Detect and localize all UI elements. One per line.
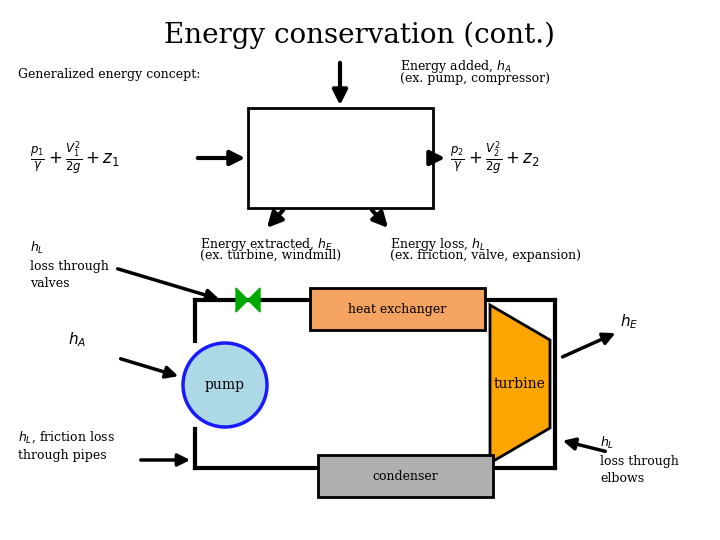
Bar <box>248 108 433 208</box>
Bar <box>310 288 485 330</box>
Bar <box>318 455 493 497</box>
Polygon shape <box>490 305 550 463</box>
Text: (ex. friction, valve, expansion): (ex. friction, valve, expansion) <box>390 249 581 262</box>
Text: $\frac{p_1}{\gamma}+\frac{V_1^2}{2g}+z_1$: $\frac{p_1}{\gamma}+\frac{V_1^2}{2g}+z_1… <box>30 139 120 177</box>
Circle shape <box>183 343 267 427</box>
Polygon shape <box>236 288 248 312</box>
Text: $h_A$: $h_A$ <box>68 330 86 349</box>
Text: $h_L$
loss through
valves: $h_L$ loss through valves <box>30 240 109 290</box>
Text: Generalized energy concept:: Generalized energy concept: <box>18 68 200 81</box>
Text: Energy conservation (cont.): Energy conservation (cont.) <box>164 22 556 49</box>
Text: pump: pump <box>205 378 245 392</box>
Text: $\frac{p_2}{\gamma}+\frac{V_2^2}{2g}+z_2$: $\frac{p_2}{\gamma}+\frac{V_2^2}{2g}+z_2… <box>450 139 540 177</box>
Text: $h_E$: $h_E$ <box>620 313 639 332</box>
Text: heat exchanger: heat exchanger <box>348 302 446 315</box>
Text: $h_L$
loss through
elbows: $h_L$ loss through elbows <box>600 435 679 485</box>
Text: Energy loss, $h_L$: Energy loss, $h_L$ <box>390 236 486 253</box>
Text: condenser: condenser <box>373 469 438 483</box>
Text: $h_L$, friction loss
through pipes: $h_L$, friction loss through pipes <box>18 430 115 462</box>
Text: Energy extracted, $h_E$: Energy extracted, $h_E$ <box>200 236 333 253</box>
Text: (ex. turbine, windmill): (ex. turbine, windmill) <box>200 249 341 262</box>
Text: Energy added, $h_A$: Energy added, $h_A$ <box>400 58 512 75</box>
Polygon shape <box>248 288 260 312</box>
Text: (ex. pump, compressor): (ex. pump, compressor) <box>400 72 550 85</box>
Text: turbine: turbine <box>494 377 546 391</box>
